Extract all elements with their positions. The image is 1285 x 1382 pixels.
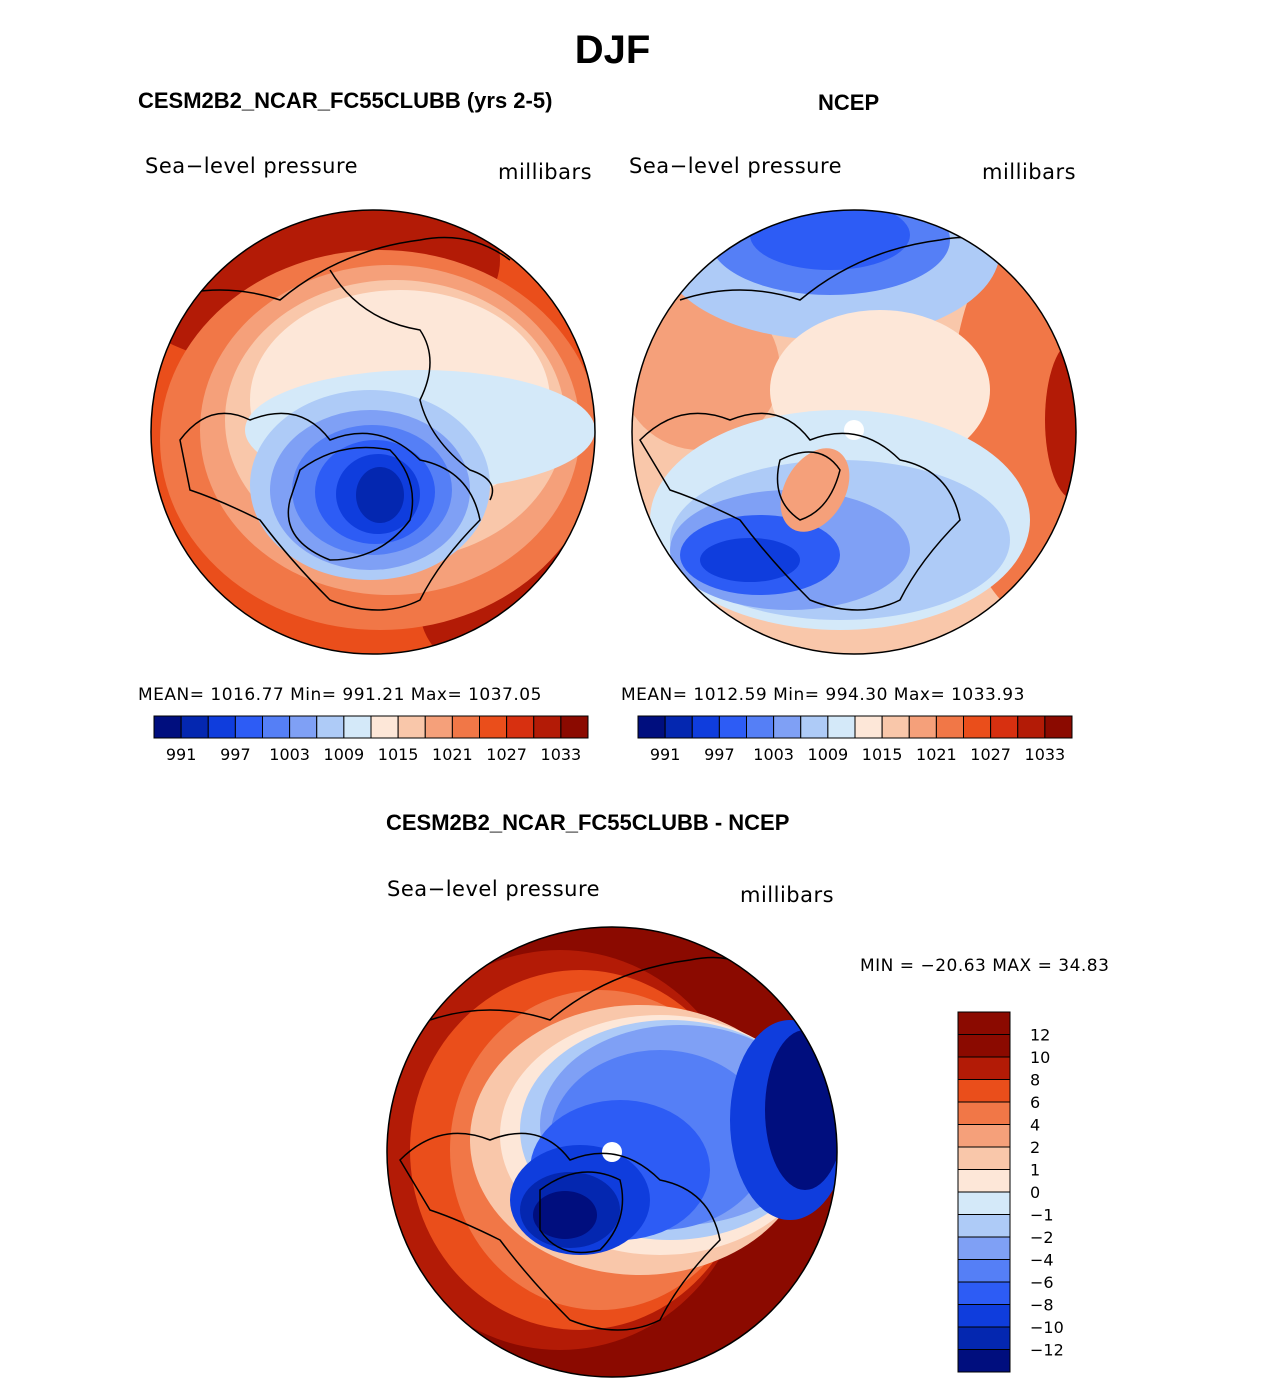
model-units-label: millibars <box>498 160 593 184</box>
model-colorbar-box <box>153 715 182 739</box>
diff-colorbar-tick-label: 4 <box>1030 1116 1040 1135</box>
diff-colorbar-tick-label: −12 <box>1030 1341 1064 1360</box>
diff-colorbar-tick-label: −2 <box>1030 1228 1054 1247</box>
model-colorbar-tick-label: 1003 <box>269 745 310 764</box>
obs-panel-title: NCEP <box>818 90 880 115</box>
diff-colorbar-box <box>957 1349 1011 1373</box>
diff-colorbar-box <box>957 1056 1011 1080</box>
model-colorbar-box <box>560 715 589 739</box>
obs-field <box>632 210 1076 654</box>
diff-colorbar-box <box>957 1079 1011 1103</box>
model-colorbar-box <box>207 715 236 739</box>
obs-colorbar-box <box>800 715 829 739</box>
obs-colorbar-box <box>664 715 693 739</box>
diff-colorbar-tick-label: 6 <box>1030 1093 1040 1112</box>
model-colorbar-tick-label: 1015 <box>378 745 419 764</box>
diff-field <box>387 927 837 1377</box>
diff-colorbar-box <box>957 1124 1011 1148</box>
model-colorbar-box <box>424 715 453 739</box>
obs-colorbar-tick-label: 1027 <box>970 745 1011 764</box>
model-colorbar-tick-label: 997 <box>220 745 251 764</box>
model-colorbar-box <box>343 715 372 739</box>
obs-colorbar-box <box>854 715 883 739</box>
diff-colorbar-tick-label: 10 <box>1030 1048 1050 1067</box>
diff-panel-title: CESM2B2_NCAR_FC55CLUBB - NCEP <box>386 810 790 835</box>
diff-colorbar-box <box>957 1169 1011 1193</box>
obs-colorbar: 991 997 1003 1009 1015 1021 1027 1033 <box>637 715 1073 764</box>
diff-colorbar-box <box>957 1214 1011 1238</box>
model-colorbar-box <box>234 715 263 739</box>
model-colorbar: 991 997 1003 1009 1015 1021 1027 1033 <box>153 715 589 764</box>
diff-colorbar-tick-label: −6 <box>1030 1273 1054 1292</box>
figure-title: DJF <box>574 28 651 72</box>
model-colorbar-tick-label: 1009 <box>324 745 365 764</box>
model-colorbar-tick-label: 1027 <box>486 745 527 764</box>
obs-colorbar-box <box>908 715 937 739</box>
diff-colorbar-box <box>957 1191 1011 1215</box>
obs-colorbar-box <box>881 715 910 739</box>
obs-colorbar-box <box>935 715 964 739</box>
diff-colorbar-tick-label: 0 <box>1030 1183 1040 1202</box>
diff-colorbar-tick-label: −10 <box>1030 1318 1064 1337</box>
model-colorbar-tick-label: 1021 <box>432 745 473 764</box>
model-colorbar-box <box>289 715 318 739</box>
diff-units-label: millibars <box>740 883 835 907</box>
model-colorbar-box <box>180 715 209 739</box>
obs-colorbar-tick-label: 1033 <box>1025 745 1066 764</box>
diff-variable-label: Sea−level pressure <box>387 877 601 901</box>
diff-colorbar-tick-label: 12 <box>1030 1026 1050 1045</box>
diff-colorbar-box <box>957 1326 1011 1350</box>
obs-units-label: millibars <box>982 160 1077 184</box>
obs-colorbar-box <box>963 715 992 739</box>
obs-colorbar-box <box>691 715 720 739</box>
model-colorbar-box <box>397 715 426 739</box>
obs-colorbar-tick-label: 991 <box>650 745 681 764</box>
model-field <box>151 210 595 654</box>
obs-colorbar-box <box>637 715 666 739</box>
obs-colorbar-tick-label: 1003 <box>753 745 794 764</box>
obs-colorbar-tick-label: 1021 <box>916 745 957 764</box>
diff-colorbar-box <box>957 1236 1011 1260</box>
diff-colorbar-box <box>957 1101 1011 1125</box>
obs-colorbar-box <box>990 715 1019 739</box>
diff-colorbar-tick-label: −1 <box>1030 1206 1054 1225</box>
obs-colorbar-box <box>1017 715 1046 739</box>
model-panel-title: CESM2B2_NCAR_FC55CLUBB (yrs 2-5) <box>138 88 553 113</box>
model-stats: MEAN= 1016.77 Min= 991.21 Max= 1037.05 <box>138 685 542 705</box>
model-colorbar-box <box>479 715 508 739</box>
diff-stats: MIN = −20.63 MAX = 34.83 <box>860 956 1110 976</box>
model-colorbar-box <box>316 715 345 739</box>
obs-colorbar-box <box>827 715 856 739</box>
diff-colorbar-tick-label: 8 <box>1030 1071 1040 1090</box>
model-colorbar-box <box>370 715 399 739</box>
diff-colorbar-box <box>957 1281 1011 1305</box>
obs-colorbar-tick-label: 1009 <box>808 745 849 764</box>
model-colorbar-box <box>533 715 562 739</box>
model-colorbar-box <box>451 715 480 739</box>
diff-colorbar-tick-label: −8 <box>1030 1296 1054 1315</box>
obs-variable-label: Sea−level pressure <box>629 154 843 178</box>
diff-colorbar-box <box>957 1034 1011 1058</box>
diff-colorbar-tick-label: 1 <box>1030 1161 1040 1180</box>
model-colorbar-box <box>506 715 535 739</box>
obs-colorbar-box <box>718 715 747 739</box>
obs-colorbar-box <box>746 715 775 739</box>
diff-colorbar-box <box>957 1304 1011 1328</box>
obs-colorbar-tick-label: 1015 <box>862 745 903 764</box>
diff-colorbar-box <box>957 1011 1011 1035</box>
diff-colorbar-box <box>957 1146 1011 1170</box>
obs-colorbar-box <box>1044 715 1073 739</box>
model-colorbar-tick-label: 1033 <box>541 745 582 764</box>
model-colorbar-tick-label: 991 <box>166 745 197 764</box>
diff-colorbar-tick-label: 2 <box>1030 1138 1040 1157</box>
diff-colorbar-tick-label: −4 <box>1030 1251 1054 1270</box>
model-colorbar-box <box>262 715 291 739</box>
obs-stats: MEAN= 1012.59 Min= 994.30 Max= 1033.93 <box>621 685 1025 705</box>
obs-colorbar-tick-label: 997 <box>704 745 735 764</box>
diff-colorbar-box <box>957 1259 1011 1283</box>
obs-colorbar-box <box>773 715 802 739</box>
model-variable-label: Sea−level pressure <box>145 154 359 178</box>
